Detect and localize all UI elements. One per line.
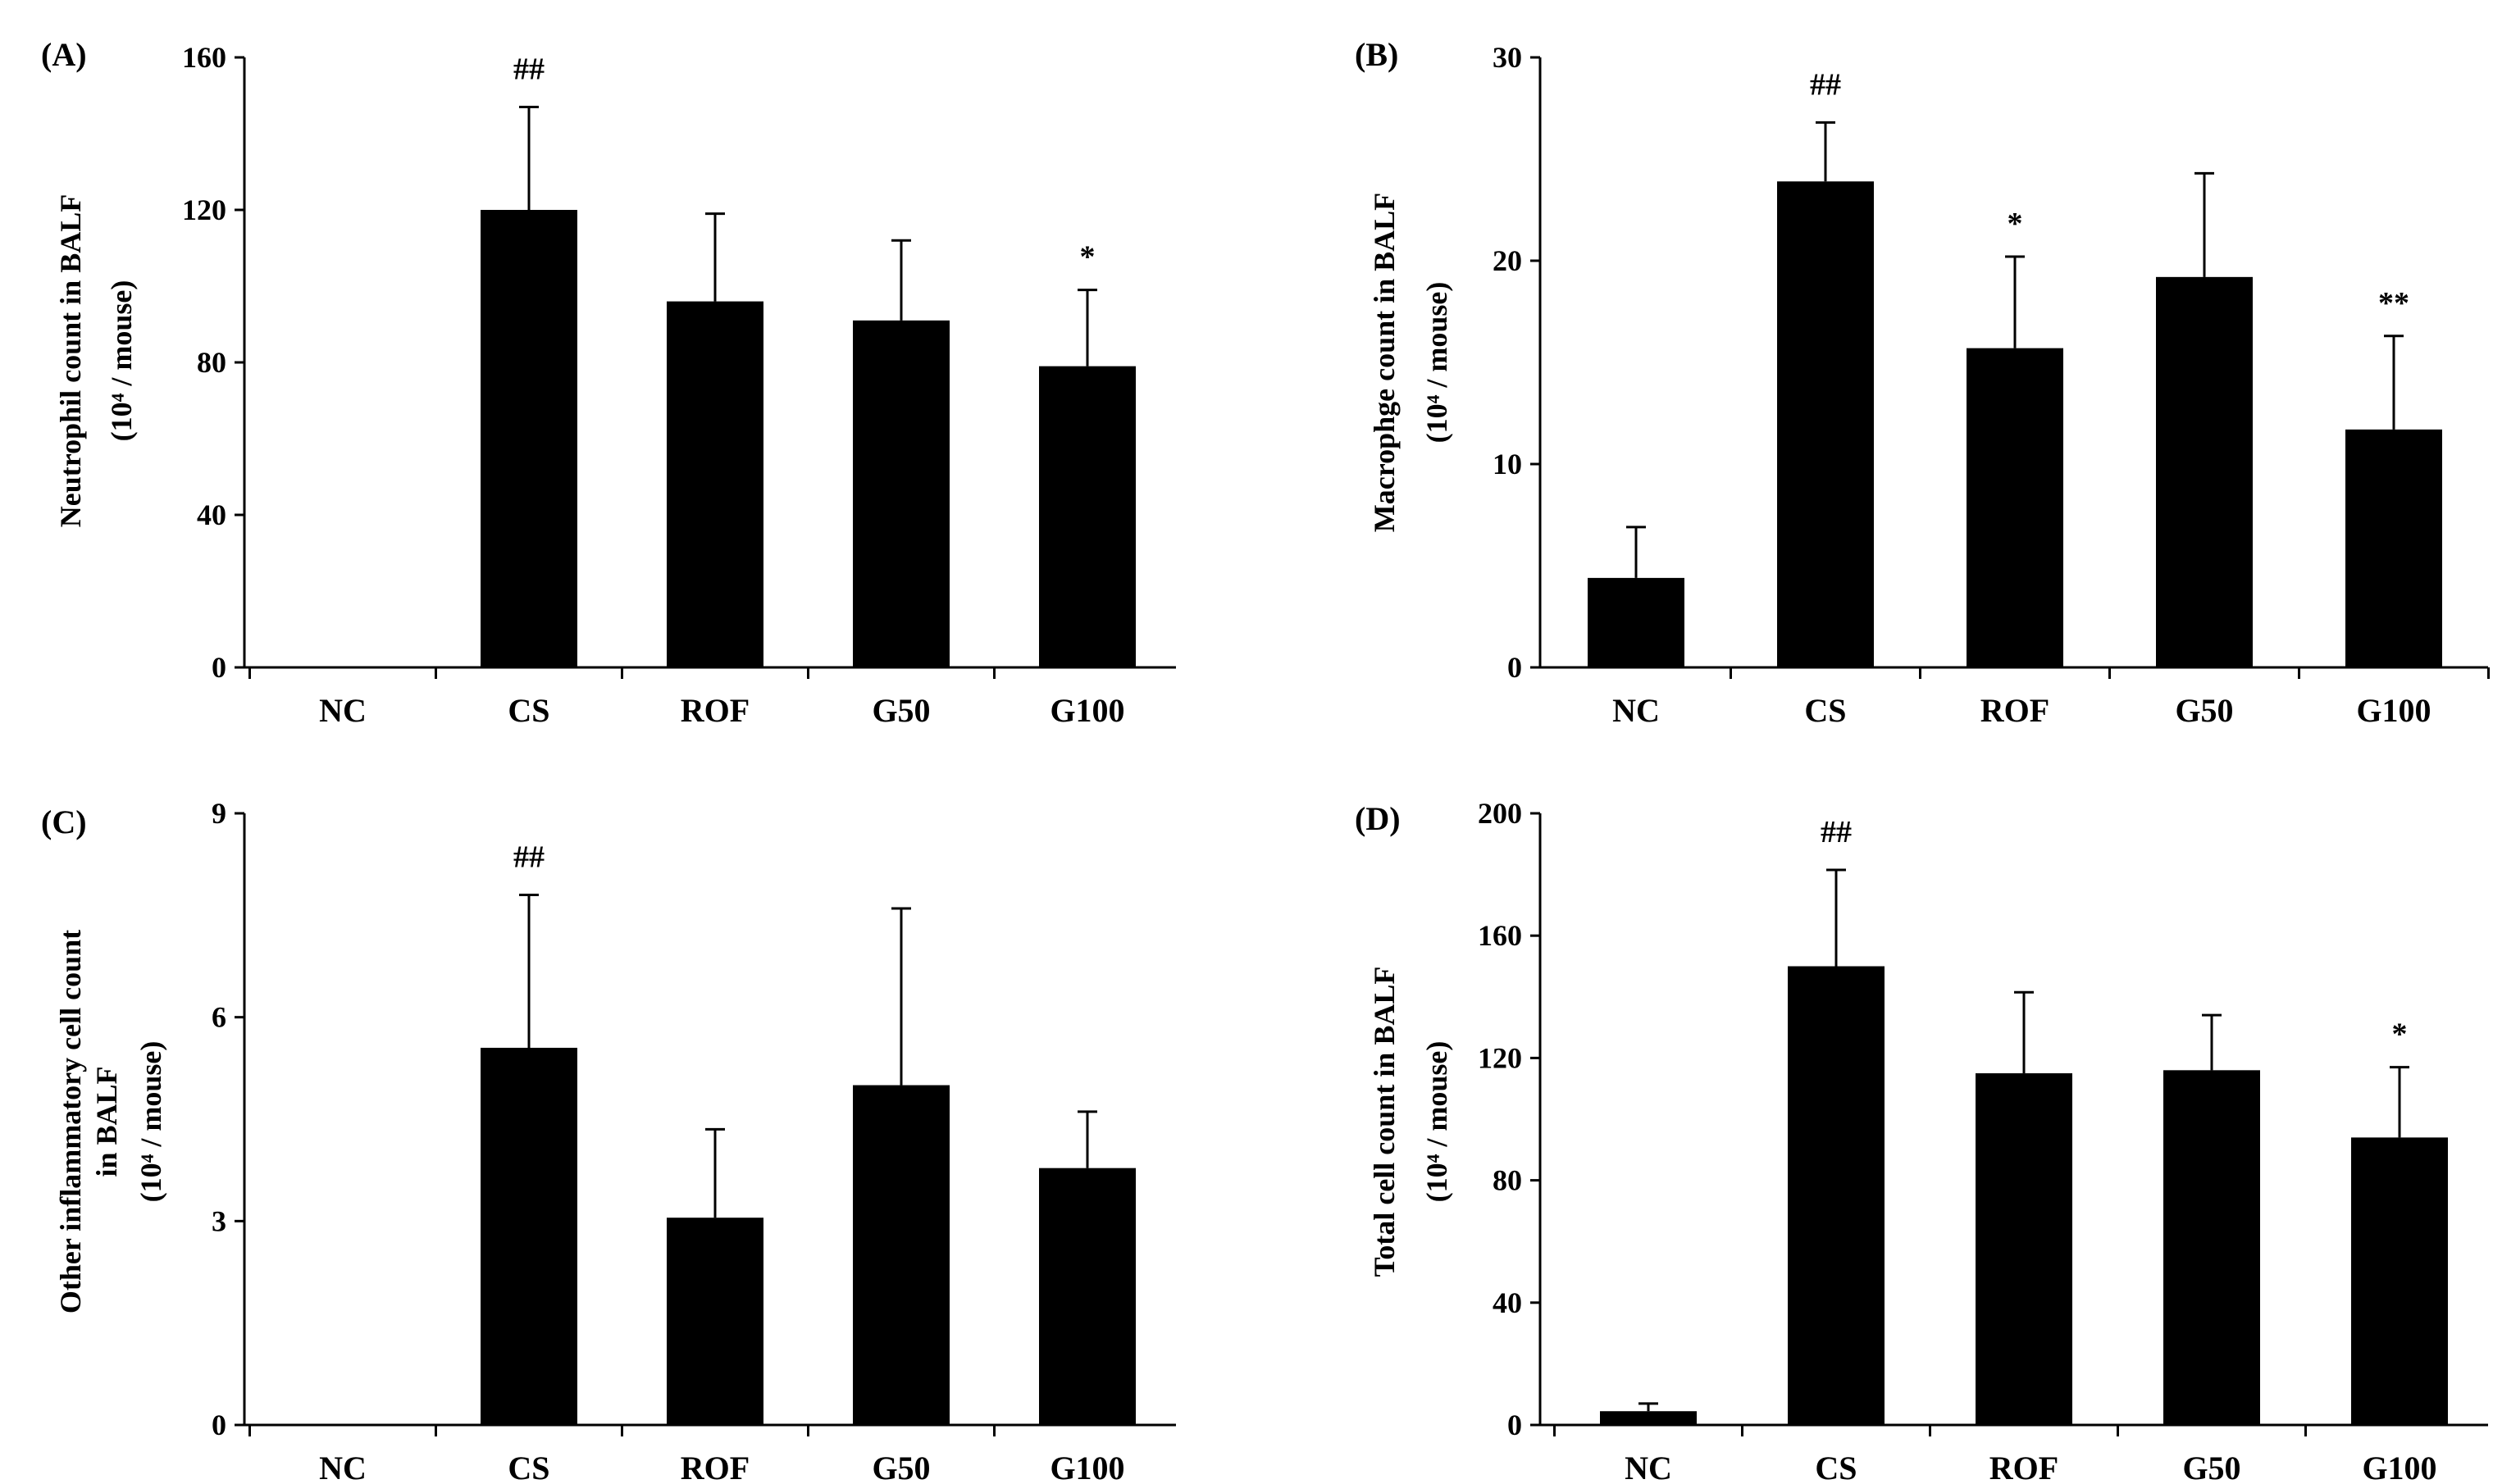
bar-cs <box>481 1047 577 1425</box>
bar-rof <box>1967 348 2063 667</box>
x-category-label: ROF <box>1989 1450 2058 1484</box>
y-tick-label: 80 <box>1493 1164 1522 1197</box>
x-category-label: G50 <box>2182 1450 2240 1484</box>
bar-g100 <box>2351 1137 2448 1425</box>
bar-g100 <box>1039 1168 1136 1425</box>
y-tick-label: 120 <box>1478 1041 1522 1074</box>
bar-cs <box>1777 181 1874 667</box>
bar-g50 <box>853 1085 950 1425</box>
x-category-label: CS <box>508 692 549 729</box>
y-tick-label: 30 <box>1493 41 1522 74</box>
significance-marker: ** <box>2378 286 2409 321</box>
y-axis-title-line: in BALF <box>90 1066 123 1177</box>
x-category-label: ROF <box>1980 692 2049 729</box>
y-axis-title-line: Other inflammatory cell count <box>54 930 87 1313</box>
y-tick-label: 10 <box>1493 448 1522 480</box>
x-category-label: G100 <box>1050 1450 1124 1484</box>
significance-marker: * <box>1080 240 1096 275</box>
x-category-label: G100 <box>2356 692 2431 729</box>
x-category-label: NC <box>319 692 367 729</box>
y-axis-title-line: (10⁴ / mouse) <box>1420 282 1453 444</box>
bar-nc <box>1600 1411 1697 1425</box>
x-category-label: NC <box>1612 692 1660 729</box>
y-axis-title-line: Total cell count in BALF <box>1368 967 1401 1277</box>
x-category-label: G100 <box>2362 1450 2436 1484</box>
x-category-label: NC <box>1625 1450 1672 1484</box>
panel-label: (A) <box>41 36 87 73</box>
y-tick-label: 0 <box>1507 1409 1522 1441</box>
y-axis-title-line: (10⁴ / mouse) <box>1420 1041 1453 1203</box>
significance-marker: ## <box>1821 815 1852 849</box>
bar-rof <box>1976 1073 2072 1425</box>
significance-marker: ## <box>513 52 545 86</box>
x-category-label: CS <box>1815 1450 1857 1484</box>
y-axis-title-line: Macrophge count in BALF <box>1368 193 1401 532</box>
x-category-label: CS <box>508 1450 549 1484</box>
bar-nc <box>1588 577 1684 667</box>
chart-panel-1: (B) Macrophge count in BALF (10⁴ / mouse) 0… <box>1355 36 2490 729</box>
y-tick-label: 0 <box>212 1409 226 1441</box>
y-tick-label: 3 <box>212 1204 226 1237</box>
chart-panel-3: (D) Total cell count in BALF (10⁴ / mouse)… <box>1355 797 2488 1484</box>
bar-g50 <box>2156 276 2253 667</box>
panel-label: (C) <box>41 803 87 840</box>
bar-g100 <box>2345 429 2442 667</box>
y-tick-label: 200 <box>1478 797 1522 830</box>
significance-marker: * <box>2008 207 2023 241</box>
x-category-label: NC <box>319 1450 367 1484</box>
panel-label: (B) <box>1355 36 1398 73</box>
x-category-label: ROF <box>681 692 750 729</box>
bar-g50 <box>853 320 950 667</box>
y-tick-label: 9 <box>212 797 226 830</box>
y-tick-label: 0 <box>212 651 226 684</box>
y-tick-label: 0 <box>1507 651 1522 684</box>
x-category-label: G50 <box>872 1450 930 1484</box>
y-tick-label: 120 <box>182 193 226 226</box>
x-category-label: G50 <box>872 692 930 729</box>
chart-panel-0: (A) Neutrophil count in BALF (10⁴ / mouse)… <box>41 36 1176 729</box>
bar-cs <box>1788 966 1885 1425</box>
panel-label: (D) <box>1355 800 1401 837</box>
y-tick-label: 40 <box>1493 1286 1522 1319</box>
bar-g50 <box>2163 1070 2260 1425</box>
x-category-label: G50 <box>2175 692 2233 729</box>
y-tick-label: 6 <box>212 1001 226 1034</box>
bar-rof <box>667 301 763 667</box>
y-tick-label: 160 <box>1478 919 1522 952</box>
y-axis-title-line: Neutrophil count in BALF <box>54 194 87 527</box>
bar-rof <box>667 1218 763 1425</box>
bar-g100 <box>1039 366 1136 667</box>
x-category-label: CS <box>1804 692 1846 729</box>
bar-cs <box>481 210 577 667</box>
y-axis-title-line: (10⁴ / mouse) <box>105 280 138 442</box>
y-tick-label: 20 <box>1493 244 1522 277</box>
y-tick-label: 160 <box>182 41 226 74</box>
x-category-label: G100 <box>1050 692 1124 729</box>
y-axis-title-line: (10⁴ / mouse) <box>134 1041 167 1203</box>
y-tick-label: 80 <box>197 346 226 379</box>
x-category-label: ROF <box>681 1450 750 1484</box>
chart-panel-2: (C) Other inflammatory cell count in BALF (… <box>41 797 1176 1484</box>
significance-marker: ## <box>1810 67 1841 102</box>
significance-marker: ## <box>513 840 545 874</box>
significance-marker: * <box>2392 1017 2408 1052</box>
y-tick-label: 40 <box>197 498 226 531</box>
